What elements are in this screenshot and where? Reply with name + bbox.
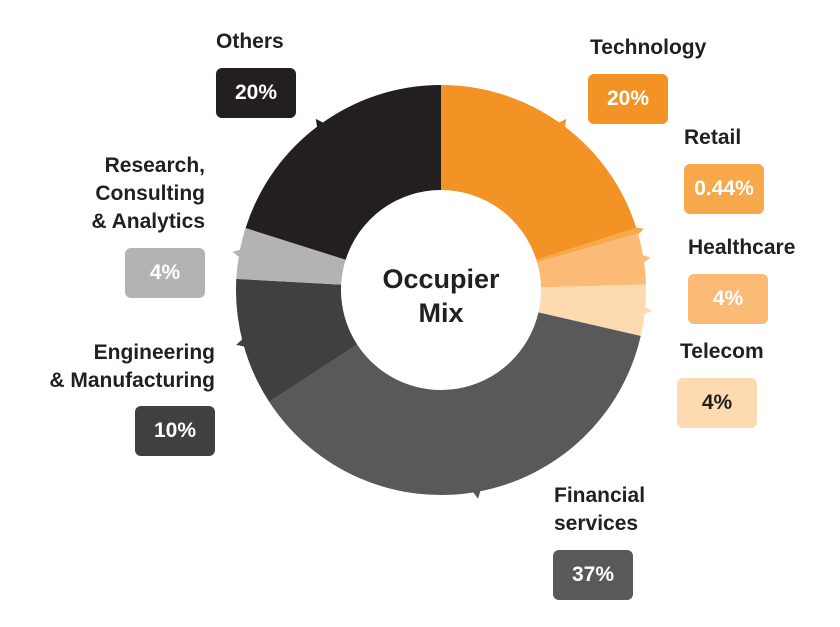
legend-label-technology: Technology xyxy=(590,34,706,62)
label-line: Technology xyxy=(590,36,707,59)
slice-healthcare xyxy=(537,233,646,288)
slice-pointer xyxy=(232,249,242,258)
data-label-telecom: 4% xyxy=(677,378,757,428)
data-label-retail: 0.44% xyxy=(684,164,764,214)
slice-financial-services xyxy=(269,312,641,495)
slice-technology xyxy=(441,85,637,260)
label-line: Telecom xyxy=(680,340,764,363)
data-label-research-consulting-analytics: 4% xyxy=(125,248,205,298)
label-line: services xyxy=(554,512,639,535)
legend-label-research-consulting-analytics: Research, Consulting & Analytics xyxy=(91,152,205,236)
legend-label-retail: Retail xyxy=(684,124,741,152)
chart-title-line: Mix xyxy=(418,298,464,328)
slice-pointer xyxy=(635,227,644,235)
slice-telecom xyxy=(538,284,646,336)
slice-others xyxy=(245,85,441,260)
slice-pointer xyxy=(315,118,324,128)
data-label-technology: 20% xyxy=(588,74,668,124)
data-label-others: 20% xyxy=(216,68,296,118)
label-line: Engineering xyxy=(93,341,215,364)
label-line: Consulting xyxy=(95,182,205,205)
label-line: Retail xyxy=(684,126,742,149)
slice-research-consulting-analytics xyxy=(236,228,346,285)
slice-pointer xyxy=(472,490,481,499)
legend-label-telecom: Telecom xyxy=(680,338,764,366)
data-label-healthcare: 4% xyxy=(688,274,768,324)
legend-label-healthcare: Healthcare xyxy=(688,234,795,262)
label-line: Financial xyxy=(554,484,646,507)
label-line: Research, xyxy=(104,154,205,177)
chart-title-line: Occupier xyxy=(382,264,500,294)
chart-title: Occupier Mix xyxy=(341,262,541,330)
data-label-financial-services: 37% xyxy=(553,550,633,600)
slice-pointer xyxy=(558,118,567,128)
slice-retail xyxy=(536,228,639,263)
slice-pointer xyxy=(641,254,651,263)
legend-label-engineering-manufacturing: Engineering & Manufacturing xyxy=(49,339,215,395)
slice-pointer xyxy=(236,338,246,347)
slice-pointer xyxy=(643,306,652,315)
label-line: Healthcare xyxy=(688,236,796,259)
label-line: & Manufacturing xyxy=(49,369,215,392)
label-line: Others xyxy=(216,30,284,53)
legend-label-financial-services: Financial services xyxy=(554,482,645,538)
data-label-engineering-manufacturing: 10% xyxy=(135,406,215,456)
legend-label-others: Others xyxy=(216,28,284,56)
slice-engineering-manufacturing xyxy=(235,278,358,402)
label-line: & Analytics xyxy=(91,210,205,233)
